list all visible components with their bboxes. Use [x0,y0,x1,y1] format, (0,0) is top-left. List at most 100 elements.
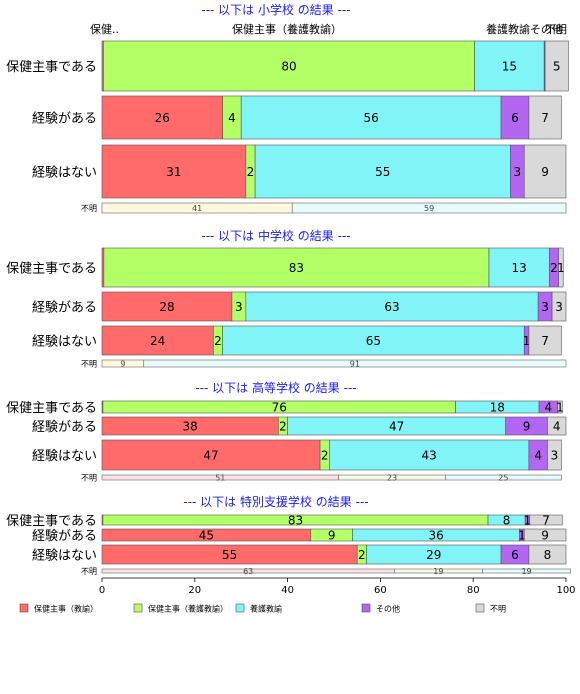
data-label: 2 [214,334,222,348]
bar-segment [101,439,321,471]
legend-label: その他 [376,604,400,614]
row-label-unknown: 不明 [81,567,97,576]
data-label: 47 [203,449,218,463]
legend-swatch [475,603,485,613]
row-label: 経験はない [32,449,97,464]
data-label-unknown: 23 [387,474,397,483]
bar-segment [558,247,564,288]
legend-label: 不明 [490,605,506,614]
data-label: 28 [159,300,174,314]
data-label: 55 [375,165,390,179]
data-label: 2 [550,261,558,275]
x-tick-label: 100 [556,585,575,596]
bar-segment [245,291,539,322]
bar-segment-unknown [143,359,567,368]
legend-swatch [19,603,29,613]
legend-label: 保健主事（教諭） [34,604,98,614]
bar-segment [103,247,490,288]
row-label: 経験がある [32,112,97,127]
header-label: 保健.. [90,22,119,36]
row-label-unknown: 不明 [81,360,97,369]
bar-segment [101,325,214,356]
data-label-unknown: 63 [243,567,253,576]
data-label: 9 [541,529,549,543]
legend-label: 保健主事（養護教諭） [148,604,228,614]
data-label: 8 [544,548,552,562]
bar-segment-unknown [482,568,571,574]
data-label: 38 [183,420,198,434]
data-label: 3 [541,300,549,314]
bar-segment-unknown [291,202,567,214]
data-label-unknown: 59 [424,204,434,213]
row-label-unknown: 不明 [81,474,97,483]
bar-segment [240,95,502,140]
bar-segment [101,144,247,199]
data-label-unknown: 51 [215,474,225,483]
data-label: 1 [518,529,526,543]
bar-segment [254,144,511,199]
row-label: 経験はない [32,166,97,181]
legend-swatch [361,603,371,613]
x-tick-label: 20 [188,585,201,596]
bar-segment [523,528,567,542]
bar-segment [103,40,475,92]
header-label: 不明 [545,23,567,36]
data-label: 3 [513,165,521,179]
x-tick-label: 40 [281,585,294,596]
data-label-unknown: 41 [192,204,202,213]
data-label: 6 [511,111,519,125]
data-label: 3 [551,449,559,463]
data-label: 24 [150,334,165,348]
row-label: 経験がある [32,420,97,435]
data-label: 36 [428,529,443,543]
bar-segment [528,325,562,356]
data-label: 5 [553,60,561,74]
bar-segment [329,439,530,471]
data-label: 1 [557,261,565,275]
row-label: 経験はない [32,549,97,564]
bar-segment [500,95,530,140]
bar-segment [528,95,562,140]
data-label: 4 [553,420,561,434]
header-label: 保健主事（養護教諭） [232,22,342,36]
panel-title: --- 以下は 高等学校 の結果 --- [195,380,356,395]
data-label: 63 [384,300,399,314]
x-tick-label: 0 [99,585,105,596]
data-label: 26 [155,111,170,125]
data-label: 56 [363,111,378,125]
bar-segment [101,291,233,322]
data-label: 13 [511,261,526,275]
data-label: 1 [523,334,531,348]
row-label: 経験がある [32,529,97,544]
bar-segment [523,144,567,199]
data-label: 83 [289,261,304,275]
data-label: 29 [426,548,441,562]
x-tick-label: 60 [374,585,387,596]
legend-label: 養護教諭 [250,604,282,614]
data-label: 9 [541,165,549,179]
panel-title: --- 以下は 小学校 の結果 --- [201,2,350,17]
row-label-unknown: 不明 [81,204,97,213]
data-label: 43 [421,449,436,463]
panel-title: --- 以下は 特別支援学校 の結果 --- [183,494,368,509]
x-tick-label: 80 [467,585,480,596]
data-label-unknown: 9 [120,360,125,369]
header-label: 養護教諭その他 [486,22,563,36]
data-label: 2 [247,165,255,179]
data-label: 1 [556,401,564,415]
row-label: 保健主事である [6,262,97,277]
row-label: 経験がある [32,301,97,316]
bar-segment [557,400,563,414]
data-label: 31 [166,165,181,179]
data-label: 45 [199,529,214,543]
data-label-unknown: 25 [498,474,508,483]
data-label-unknown: 19 [433,567,443,576]
bar-segment [547,416,567,436]
data-label: 2 [279,420,287,434]
data-label: 2 [358,548,366,562]
data-label: 4 [534,449,542,463]
bar-segment [488,247,550,288]
data-label: 8 [503,514,511,528]
data-label: 7 [541,334,549,348]
row-label: 保健主事である [6,60,97,75]
